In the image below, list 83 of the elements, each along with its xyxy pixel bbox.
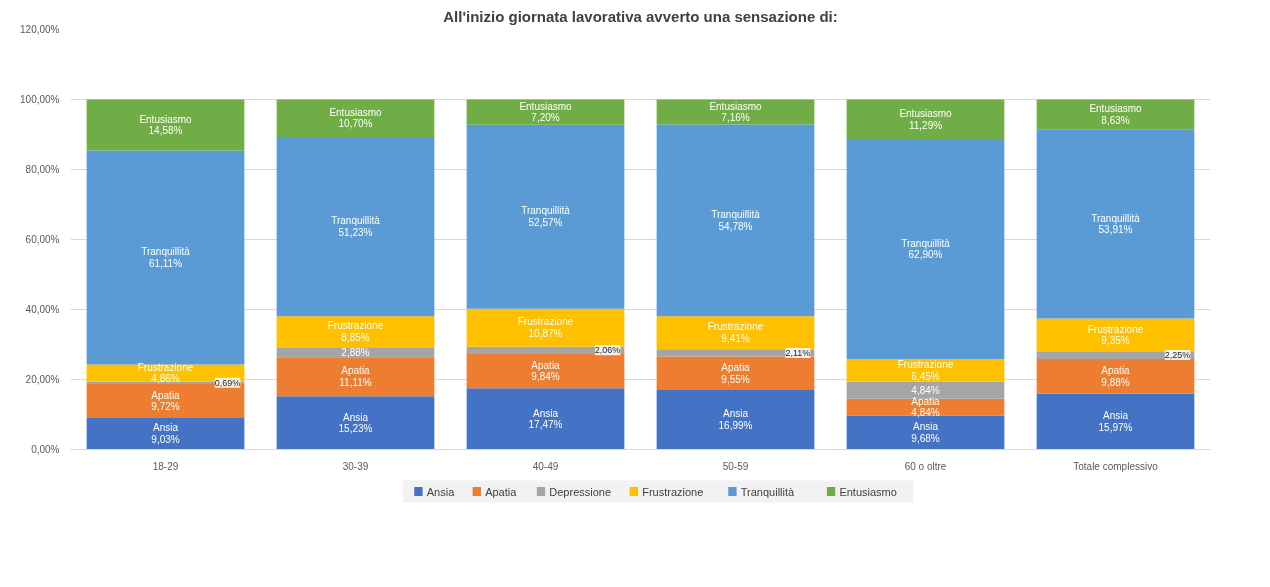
bar: [86, 99, 245, 151]
bar: [466, 388, 625, 450]
legend-label: Apatia: [485, 485, 518, 498]
data-label: Frustrazione 10,87%: [517, 316, 574, 339]
data-label: Tranquillità 61,11%: [141, 246, 191, 269]
data-label: Frustrazione 4,86%: [137, 361, 194, 385]
legend-label: Tranquillità: [740, 485, 796, 498]
y-tick-label: 60,00%: [25, 234, 60, 245]
data-label: 2,11%: [785, 347, 811, 358]
bar: [466, 353, 625, 389]
x-tick-label: 40-49: [532, 460, 559, 472]
data-label: Entusiasmo 7,16%: [709, 100, 763, 124]
data-label: Frustrazione 6,45%: [897, 359, 954, 382]
bar: [276, 316, 435, 348]
data-label: Apatia 9,84%: [531, 359, 561, 383]
bar: [656, 124, 815, 317]
bar: [86, 150, 245, 365]
bar: [466, 308, 625, 347]
x-tick-label: 30-39: [342, 460, 369, 472]
bar: [1036, 393, 1195, 450]
x-tick-label: 18-29: [152, 460, 179, 472]
bar: [466, 99, 625, 125]
data-label: Frustrazione 8,85%: [327, 320, 384, 344]
data-label: Apatia 9,72%: [151, 389, 181, 413]
legend-label: Ansia: [426, 485, 456, 498]
bar: [656, 390, 815, 450]
data-label: Entusiasmo 8,63%: [1089, 103, 1143, 126]
data-label: Tranquillità 52,57%: [521, 205, 571, 228]
bar: [846, 99, 1005, 140]
data-label: 0,69%: [214, 377, 241, 388]
bar: [466, 124, 625, 309]
bar: [276, 99, 435, 137]
x-tick-label: 50-59: [722, 460, 749, 472]
bar: [1036, 129, 1195, 319]
legend-label: Entusiasmo: [839, 485, 897, 498]
y-tick-label: 120,00%: [20, 24, 60, 35]
y-tick-label: 100,00%: [20, 94, 60, 105]
data-label: Tranquillità 53,91%: [1091, 212, 1141, 236]
data-label: Entusiasmo 11,29%: [899, 107, 953, 131]
data-label: 2,06%: [594, 345, 621, 356]
data-label: Ansia 17,47%: [528, 407, 563, 431]
data-label: Ansia 15,23%: [338, 411, 373, 435]
y-tick-label: 40,00%: [25, 304, 60, 315]
data-label: Ansia 15,97%: [1098, 410, 1133, 433]
x-tick-label: 60 o oltre: [904, 460, 947, 472]
data-label: Ansia 9,03%: [151, 422, 180, 445]
bar: [846, 381, 1005, 399]
data-label: 2,88%: [341, 346, 370, 358]
bar: [846, 139, 1005, 360]
data-label: Ansia 9,68%: [911, 421, 940, 444]
data-label: Apatia 9,55%: [721, 362, 751, 385]
bar: [276, 136, 435, 317]
data-label: Apatia 9,88%: [1101, 365, 1131, 388]
data-label: Entusiasmo 10,70%: [329, 106, 383, 130]
data-label: Tranquillità 51,23%: [331, 215, 381, 238]
bar: [276, 396, 435, 450]
data-label: Ansia 16,99%: [718, 408, 753, 432]
legend-label: Depressione: [549, 485, 612, 498]
legend-label: Frustrazione: [642, 485, 704, 498]
bar: [1036, 359, 1195, 394]
bar: [656, 349, 815, 357]
bar: [276, 357, 435, 397]
x-tick-label: Totale complessivo: [1073, 460, 1159, 472]
chart-title: All'inizio giornata lavorativa avverto una sensazione di:: [443, 7, 838, 25]
data-label: Frustrazione 9,41%: [707, 321, 764, 345]
data-label: Frustrazione 9,35%: [1087, 323, 1144, 347]
data-label: Entusiasmo 7,20%: [519, 100, 573, 124]
bar: [86, 417, 245, 450]
data-label: Apatia 4,84%: [911, 395, 941, 419]
data-label: Apatia 11,11%: [339, 365, 372, 389]
data-label: Tranquillità 62,90%: [901, 237, 951, 261]
bar: [846, 359, 1005, 382]
data-label: Entusiasmo 14,58%: [139, 113, 193, 137]
data-label: 2,25%: [1164, 350, 1191, 361]
bar: [1036, 99, 1195, 130]
bar: [656, 316, 815, 350]
y-tick-label: 0,00%: [31, 444, 60, 455]
bar: [1036, 318, 1195, 352]
data-label: Tranquillità 54,78%: [711, 209, 761, 232]
y-tick-label: 80,00%: [25, 164, 60, 175]
data-label: 4,84%: [911, 384, 940, 396]
y-tick-label: 20,00%: [25, 374, 60, 385]
bar: [656, 356, 815, 391]
